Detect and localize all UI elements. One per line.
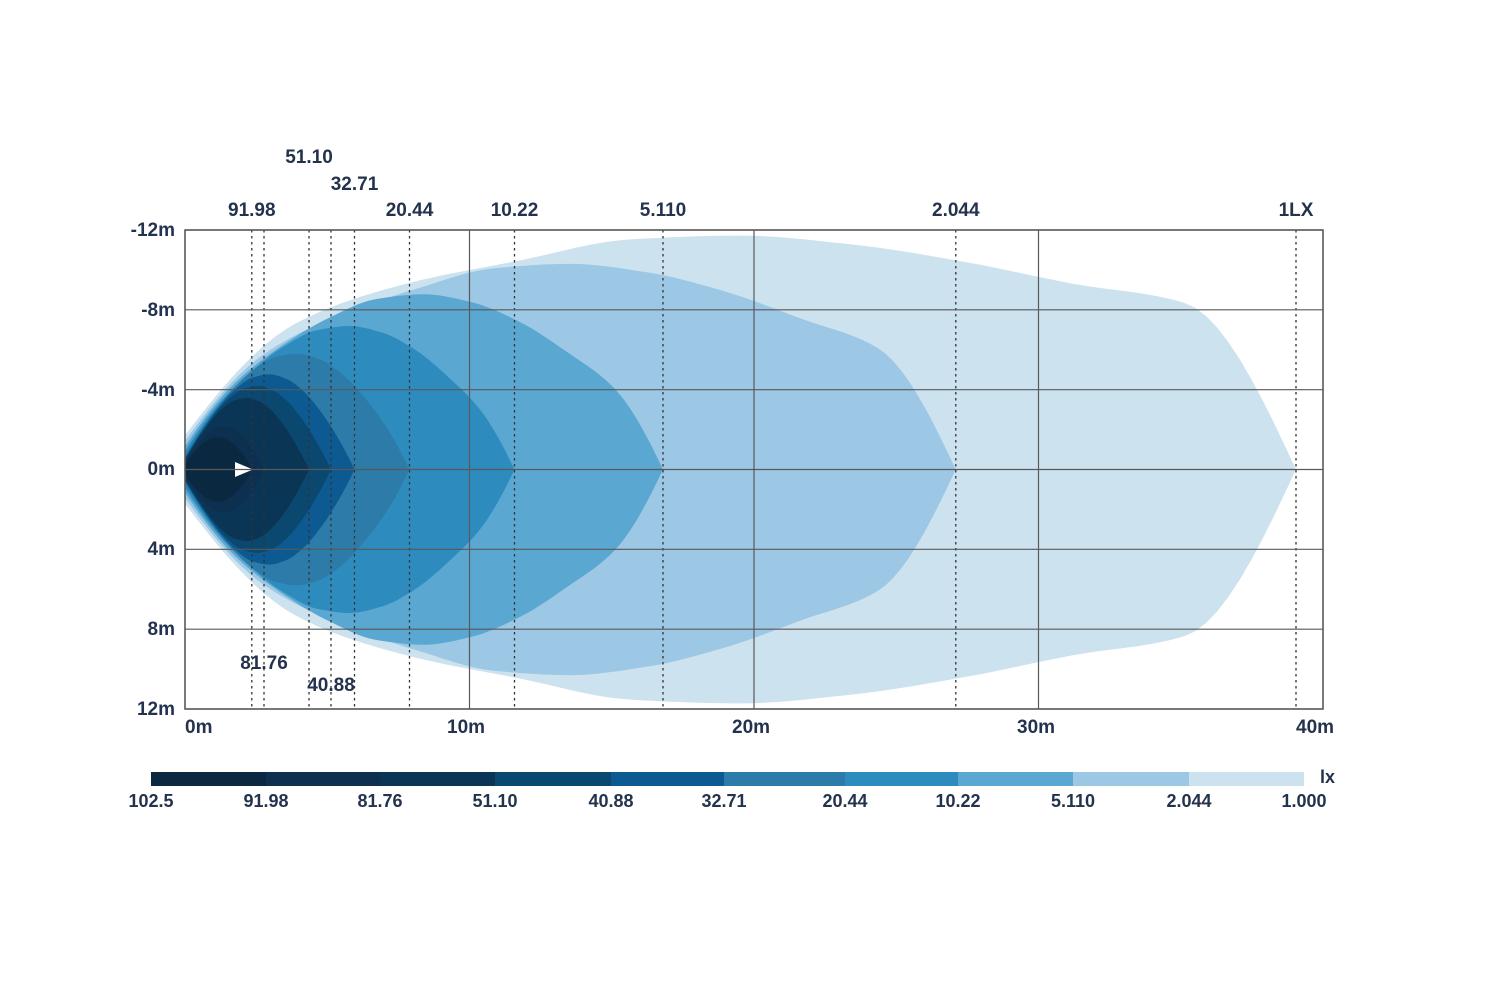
svg-text:91.98: 91.98 bbox=[228, 200, 276, 221]
svg-text:20.44: 20.44 bbox=[386, 200, 434, 221]
svg-text:-8m: -8m bbox=[141, 300, 175, 321]
svg-text:32.71: 32.71 bbox=[331, 174, 379, 195]
svg-text:20.44: 20.44 bbox=[822, 791, 867, 811]
svg-text:8m: 8m bbox=[148, 619, 175, 640]
svg-text:10.22: 10.22 bbox=[935, 791, 980, 811]
svg-text:20m: 20m bbox=[732, 717, 770, 738]
svg-text:0m: 0m bbox=[148, 459, 175, 480]
svg-text:40m: 40m bbox=[1296, 717, 1334, 738]
svg-text:5.110: 5.110 bbox=[1051, 791, 1095, 811]
svg-text:81.76: 81.76 bbox=[357, 791, 402, 811]
svg-text:5.110: 5.110 bbox=[640, 200, 687, 221]
svg-text:10m: 10m bbox=[447, 717, 485, 738]
svg-text:10.22: 10.22 bbox=[491, 200, 539, 221]
svg-text:40.88: 40.88 bbox=[307, 675, 355, 696]
svg-text:81.76: 81.76 bbox=[240, 653, 288, 674]
svg-text:91.98: 91.98 bbox=[243, 791, 288, 811]
svg-text:40.88: 40.88 bbox=[588, 791, 633, 811]
svg-text:-4m: -4m bbox=[141, 380, 175, 401]
svg-text:32.71: 32.71 bbox=[701, 791, 746, 811]
svg-text:51.10: 51.10 bbox=[285, 147, 333, 168]
svg-text:1LX: 1LX bbox=[1279, 200, 1314, 221]
svg-text:2.044: 2.044 bbox=[1166, 791, 1211, 811]
svg-text:51.10: 51.10 bbox=[472, 791, 517, 811]
svg-text:12m: 12m bbox=[137, 699, 175, 720]
svg-text:lx: lx bbox=[1320, 767, 1335, 787]
svg-text:2.044: 2.044 bbox=[932, 200, 980, 221]
svg-text:30m: 30m bbox=[1017, 717, 1055, 738]
svg-text:1.000: 1.000 bbox=[1281, 791, 1326, 811]
svg-text:102.5: 102.5 bbox=[128, 791, 173, 811]
svg-text:-12m: -12m bbox=[131, 220, 175, 241]
svg-text:0m: 0m bbox=[185, 717, 212, 738]
svg-text:4m: 4m bbox=[148, 539, 175, 560]
